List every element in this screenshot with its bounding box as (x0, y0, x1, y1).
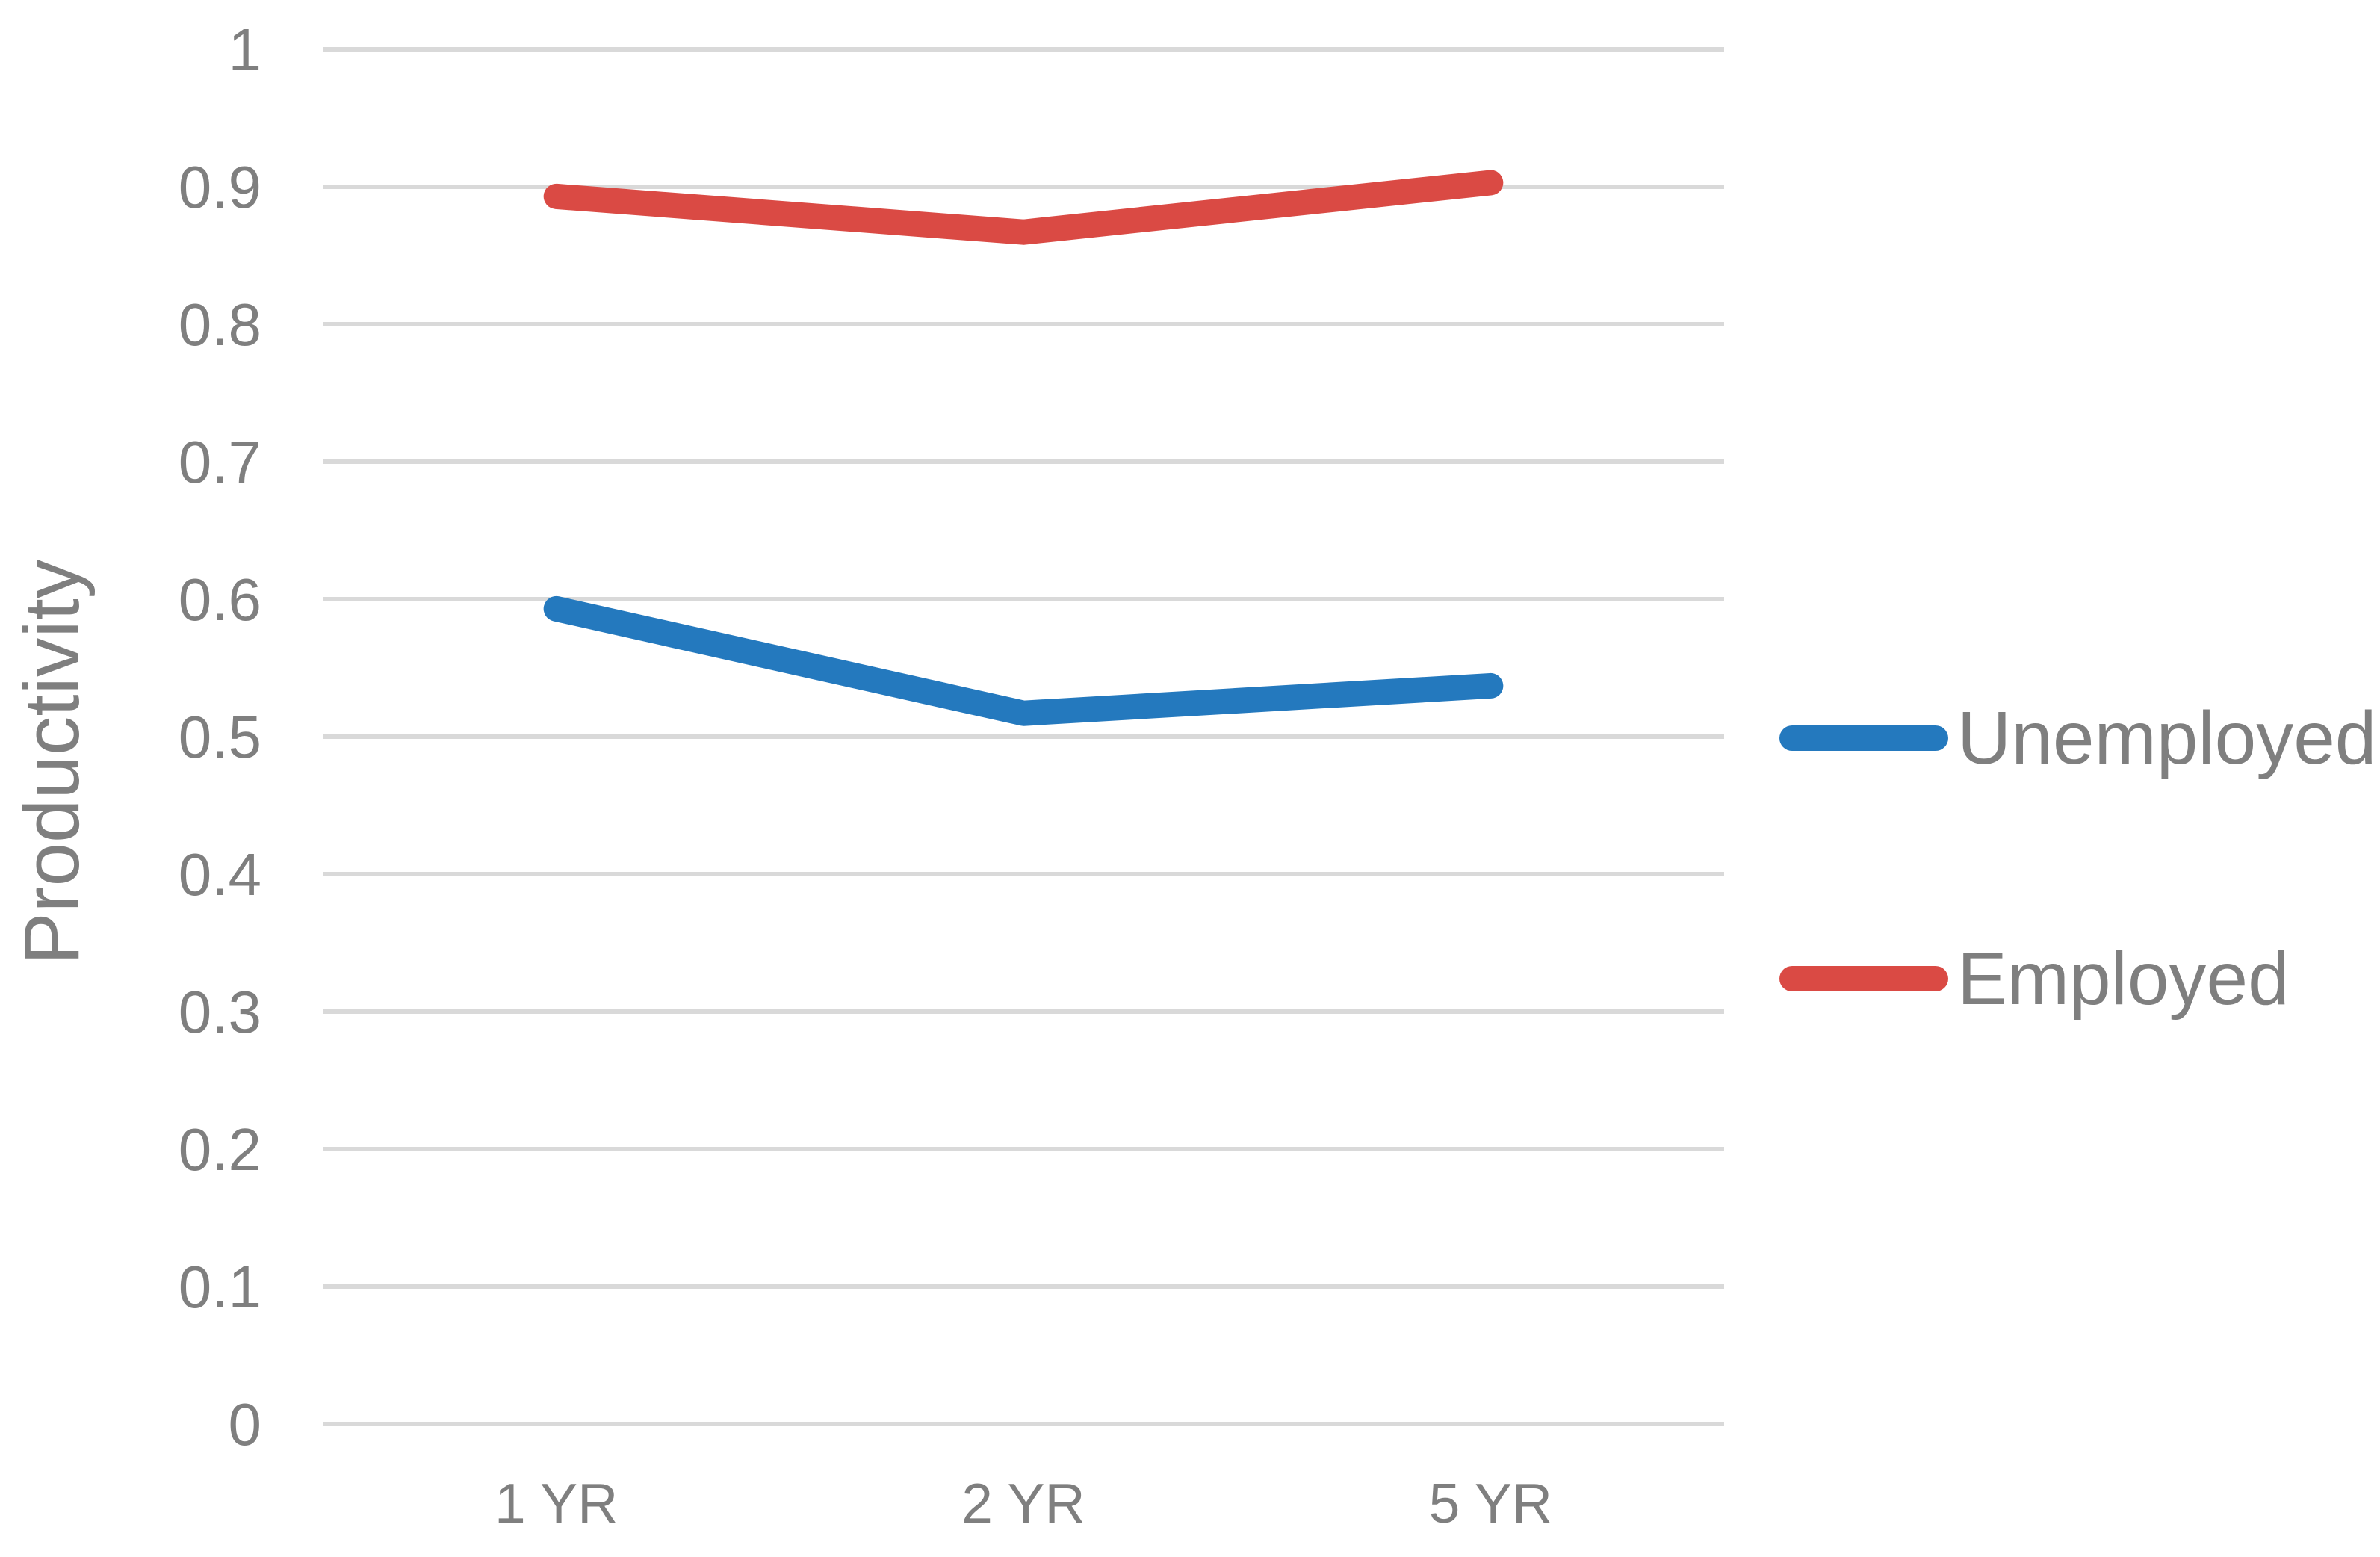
y-tick-label: 0.8 (179, 291, 261, 358)
y-tick-label: 0.5 (179, 704, 261, 770)
legend-label-employed: Employed (1957, 936, 2290, 1021)
series-line-employed (543, 170, 1504, 245)
y-tick-label: 1 (229, 16, 262, 83)
y-tick-label: 0.3 (179, 979, 261, 1045)
y-tick-label: 0.6 (179, 566, 261, 633)
legend-swatch-unemployed (1779, 725, 1948, 751)
y-tick-label: 0.2 (179, 1116, 261, 1183)
y-tick-label: 0.1 (179, 1254, 261, 1320)
legend-swatch-employed (1779, 966, 1948, 991)
x-tick-label: 5 YR (1429, 1472, 1552, 1535)
y-tick-label: 0.7 (179, 429, 261, 495)
y-axis-title: Productivity (8, 559, 96, 965)
y-tick-label: 0.9 (179, 154, 261, 220)
legend-item-unemployed: Unemployed (1779, 693, 2376, 783)
series-line-unemployed (543, 595, 1504, 726)
gridlines (323, 47, 1724, 1426)
x-tick-label: 1 YR (495, 1472, 618, 1535)
x-tick-label: 2 YR (961, 1472, 1085, 1535)
x-axis-tick-labels: 1 YR 2 YR 5 YR (495, 1472, 1552, 1535)
series-lines (543, 170, 1504, 726)
legend-item-employed: Employed (1779, 934, 2290, 1024)
y-axis-tick-labels: 0 0.1 0.2 0.3 0.4 0.5 0.6 0.7 0.8 0.9 1 (179, 16, 261, 1458)
y-tick-label: 0.4 (179, 841, 261, 908)
y-tick-label: 0 (229, 1391, 262, 1458)
legend-label-unemployed: Unemployed (1957, 696, 2377, 780)
